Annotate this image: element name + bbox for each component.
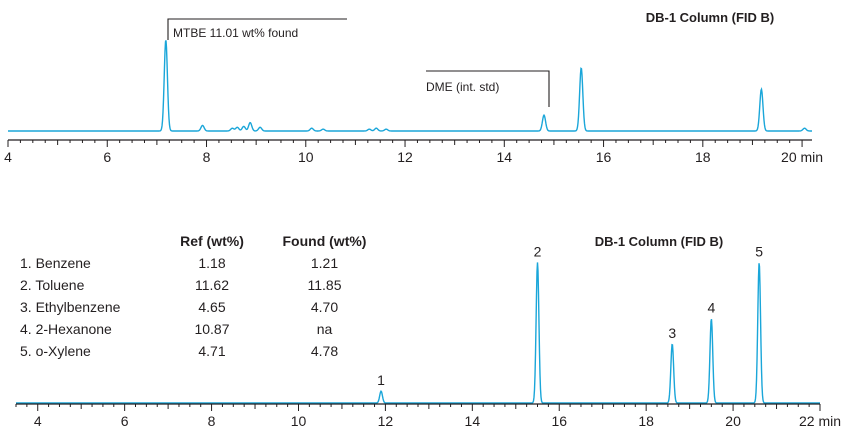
peak-label-5: 5 (755, 243, 763, 259)
compound-name: 5. o-Xylene (20, 343, 91, 359)
ref-value: 11.62 (195, 277, 229, 293)
top-tick-label: 6 (103, 149, 111, 165)
top-tick-label: 14 (497, 149, 513, 165)
dme-annotation-bracket (426, 70, 550, 107)
found-value: 11.85 (307, 277, 342, 293)
ref-value: 1.18 (198, 255, 226, 271)
found-value: 4.78 (310, 343, 339, 359)
top-tick-label: 16 (596, 149, 612, 165)
bottom-tick-label: 8 (208, 413, 216, 429)
found-value: 4.70 (310, 299, 339, 315)
bottom-x-axis-ticks: 4 6 8 10 12 14 16 18 20 22 min (15, 404, 841, 429)
bottom-tick-label: 6 (121, 413, 129, 429)
bottom-chromatogram-trace (16, 262, 820, 404)
top-x-axis-ticks: 4 6 8 10 12 14 16 18 20 min (4, 140, 823, 165)
mtbe-annotation: MTBE 11.01 wt% found (173, 26, 298, 40)
ref-value: 10.87 (194, 321, 230, 337)
bottom-tick-label: 4 (34, 413, 42, 429)
results-table-header: Ref (wt%) Found (wt%) (20, 230, 387, 252)
peak-label-2: 2 (534, 243, 542, 259)
table-row: 5. o-Xylene 4.71 4.78 (20, 340, 387, 362)
table-row: 3. Ethylbenzene 4.65 4.70 (20, 296, 387, 318)
top-tick-label: 8 (203, 149, 211, 165)
header-ref: Ref (wt%) (180, 233, 244, 249)
bottom-tick-label: 10 (291, 413, 307, 429)
compound-name: 4. 2-Hexanone (20, 321, 112, 337)
top-tick-label: 20 min (781, 149, 823, 165)
bottom-tick-label: 20 (725, 413, 741, 429)
table-row: 4. 2-Hexanone 10.87 na (20, 318, 387, 340)
bottom-tick-label: 12 (378, 413, 394, 429)
top-chart-title: DB-1 Column (FID B) (646, 10, 775, 25)
header-found: Found (wt%) (282, 233, 367, 249)
found-value: 1.21 (310, 255, 339, 271)
top-chromatogram-trace (8, 40, 812, 132)
compound-name: 1. Benzene (20, 255, 91, 271)
mtbe-annotation-bracket (167, 18, 347, 40)
top-tick-label: 18 (695, 149, 711, 165)
bottom-tick-label: 14 (465, 413, 481, 429)
found-value: na (316, 321, 333, 337)
top-tick-label: 4 (4, 149, 12, 165)
bottom-tick-label: 16 (551, 413, 567, 429)
dme-annotation: DME (int. std) (426, 80, 499, 94)
table-row: 2. Toluene 11.62 11.85 (20, 274, 387, 296)
table-row: 1. Benzene 1.18 1.21 (20, 252, 387, 274)
bottom-chart-title: DB-1 Column (FID B) (595, 234, 724, 249)
ref-value: 4.65 (198, 299, 226, 315)
peak-label-3: 3 (668, 325, 676, 341)
peak-label-1: 1 (377, 372, 385, 388)
bottom-peak-labels: 1 2 3 4 5 (377, 243, 763, 388)
results-table: Ref (wt%) Found (wt%) 1. Benzene 1.18 1.… (20, 230, 387, 362)
peak-label-4: 4 (707, 300, 715, 316)
header-compound (20, 230, 162, 252)
ref-value: 4.71 (198, 343, 226, 359)
top-chromatogram: DB-1 Column (FID B) MTBE 11.01 wt% found… (4, 10, 823, 165)
top-tick-label: 10 (298, 149, 314, 165)
compound-name: 2. Toluene (20, 277, 85, 293)
top-tick-label: 12 (397, 149, 413, 165)
compound-name: 3. Ethylbenzene (20, 299, 121, 315)
bottom-tick-label: 22 min (799, 413, 841, 429)
bottom-tick-label: 18 (638, 413, 654, 429)
